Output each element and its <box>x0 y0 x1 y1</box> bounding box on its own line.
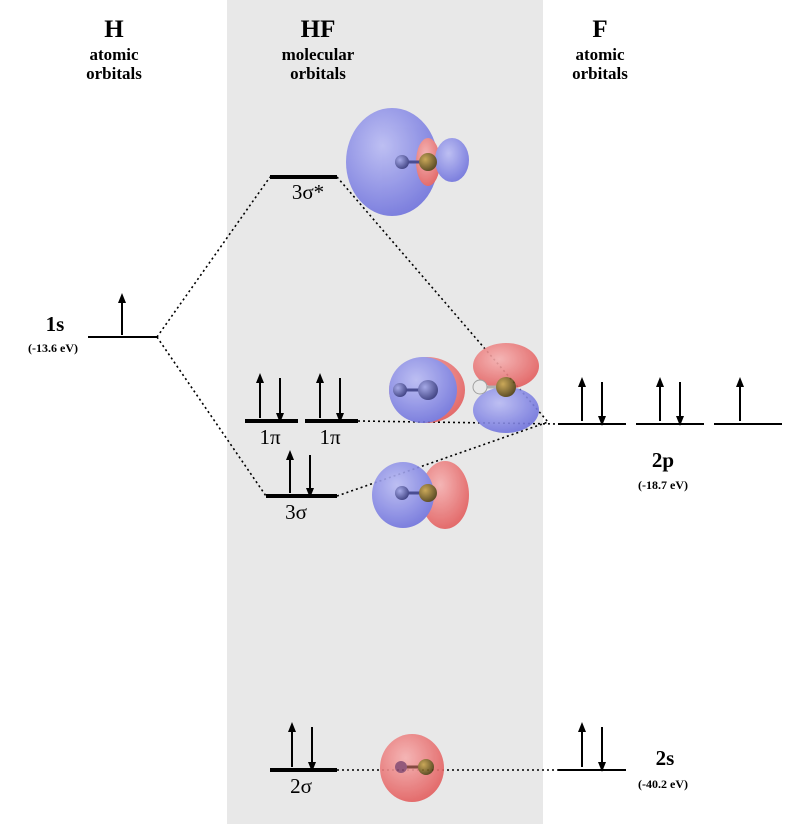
f-atom <box>418 380 438 400</box>
line-3sigma-star-to-2p <box>336 176 549 423</box>
h-header-line2: orbitals <box>86 64 142 84</box>
mo-2sigma-label: 2σ <box>290 774 312 798</box>
h-header: H atomic orbitals <box>64 16 164 84</box>
h-atom <box>472 379 488 395</box>
h-atom <box>395 486 409 500</box>
f-header-line2: orbitals <box>572 64 628 84</box>
mo-3sigma-label: 3σ <box>285 500 307 524</box>
f-symbol: F <box>592 16 608 43</box>
orbital-2sigma-picture <box>380 734 444 802</box>
f-2s-label: 2s <box>655 746 675 770</box>
blue-lobe <box>435 138 469 182</box>
hf-header-line2: orbitals <box>290 64 346 84</box>
f-atom <box>496 377 516 397</box>
f-2s-energy: (-40.2 eV) <box>638 777 688 791</box>
h-header-line1: atomic <box>89 44 139 64</box>
energy-levels <box>88 175 782 772</box>
hf-symbol: HF <box>300 16 336 43</box>
electron-arrows <box>118 293 744 772</box>
red-lobe <box>473 343 539 389</box>
f-header-line1: atomic <box>575 44 625 64</box>
f-atom <box>418 759 434 775</box>
orbital-1pi-side-picture <box>389 357 465 423</box>
h-atom <box>395 761 407 773</box>
line-3sigma-to-2p <box>336 421 549 497</box>
h-symbol: H <box>104 16 124 43</box>
orbital-3sigma-picture <box>372 461 469 529</box>
h-atom <box>393 383 407 397</box>
mo-1pi-a-label: 1π <box>259 425 281 449</box>
blue-lobe <box>473 387 539 433</box>
f-2p-label: 2p <box>651 448 675 472</box>
orbital-3sigma-star-picture <box>346 108 469 216</box>
orbital-1pi-top-picture <box>472 343 539 433</box>
f-header: F atomic orbitals <box>550 16 650 84</box>
hf-header-line1: molecular <box>281 44 355 64</box>
h-1s-label: 1s <box>45 312 65 336</box>
red-lobe <box>421 461 469 529</box>
f-atom <box>419 153 437 171</box>
mo-3sigma-star-label: 3σ* <box>291 180 325 204</box>
h-1s-energy: (-13.6 eV) <box>28 341 78 355</box>
line-1s-to-3sigma <box>156 336 267 497</box>
f-2p-energy: (-18.7 eV) <box>638 478 688 492</box>
blue-lobe <box>346 108 438 216</box>
hf-header: HF molecular orbitals <box>248 16 388 84</box>
line-1s-to-3sigma-star <box>156 176 271 338</box>
h-atom <box>395 155 409 169</box>
f-atom <box>419 484 437 502</box>
correlation-lines <box>156 176 559 771</box>
mo-1pi-b-label: 1π <box>319 425 341 449</box>
